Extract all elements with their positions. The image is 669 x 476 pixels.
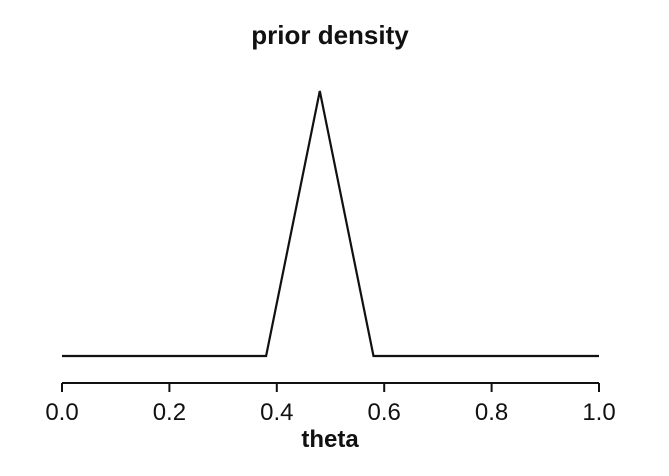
x-tick-label: 0.0 (45, 399, 78, 426)
x-tick-label: 1.0 (582, 399, 615, 426)
x-tick-label: 0.2 (153, 399, 186, 426)
chart-title: prior density (251, 20, 409, 50)
x-ticks: 0.0 0.2 0.4 0.6 0.8 1.0 (45, 383, 616, 426)
plot-area (62, 90, 599, 358)
x-tick-label: 0.6 (368, 399, 401, 426)
x-tick-label: 0.4 (260, 399, 293, 426)
density-line (62, 90, 599, 358)
x-axis: 0.0 0.2 0.4 0.6 0.8 1.0 (45, 382, 616, 426)
x-axis-label: theta (301, 426, 359, 453)
x-tick-label: 0.8 (475, 399, 508, 426)
